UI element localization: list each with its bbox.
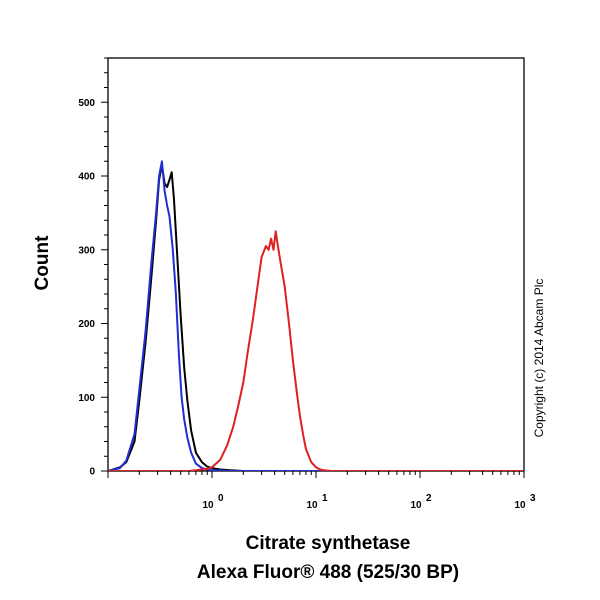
y-tick-label: 300: [78, 245, 95, 256]
y-tick-label: 0: [89, 467, 95, 478]
copyright-notice: Copyright (c) 2014 Abcam Plc: [532, 279, 546, 438]
x-tick-label: 10: [410, 500, 422, 511]
x-tick-exponent: 1: [322, 493, 328, 504]
series-layer: [108, 160, 524, 471]
y-axis-title: Count: [32, 235, 53, 291]
plot-area: [107, 57, 525, 472]
x-tick-exponent: 0: [218, 493, 224, 504]
x-tick-exponent: 3: [530, 493, 536, 504]
histogram-series-3: [108, 230, 524, 471]
x-axis-title-line-2: Alexa Fluor® 488 (525/30 BP): [197, 562, 459, 583]
y-tick-label: 400: [78, 172, 95, 183]
y-axis-ticks: 0 100 200 300 400 500: [78, 57, 108, 478]
x-tick-label: 10: [514, 500, 526, 511]
y-tick-label: 100: [78, 393, 95, 404]
x-axis-title-line-1: Citrate synthetase: [246, 533, 411, 554]
x-tick-label: 10: [306, 500, 318, 511]
histogram-series-2: [108, 160, 524, 471]
x-tick-exponent: 2: [426, 493, 432, 504]
y-tick-label: 500: [78, 98, 95, 109]
x-tick-label: 10: [202, 500, 214, 511]
plot-frame: [107, 57, 525, 472]
y-tick-label: 200: [78, 319, 95, 330]
x-axis-ticks: 10 0 10 1 10 2 10 3: [107, 471, 536, 511]
histogram-series-1: [108, 163, 524, 471]
